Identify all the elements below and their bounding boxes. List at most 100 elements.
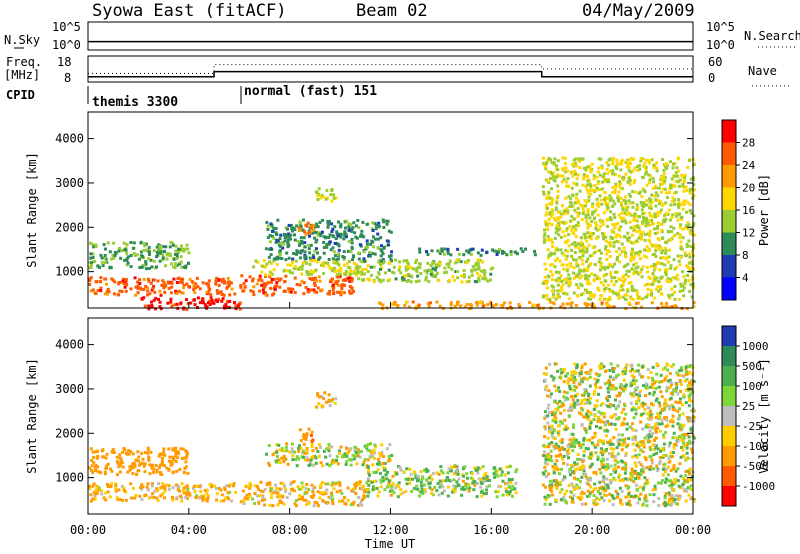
range-cell bbox=[654, 428, 658, 432]
range-cell bbox=[176, 450, 180, 454]
range-cell bbox=[182, 471, 186, 475]
range-cell bbox=[122, 489, 126, 493]
range-cell bbox=[452, 472, 456, 476]
range-cell bbox=[588, 182, 592, 186]
range-cell bbox=[583, 302, 587, 306]
range-cell bbox=[638, 389, 642, 393]
range-cell bbox=[114, 482, 118, 486]
range-cell bbox=[544, 267, 548, 271]
range-cell bbox=[140, 498, 144, 502]
range-cell bbox=[172, 277, 176, 281]
range-cell bbox=[533, 249, 537, 253]
range-cell bbox=[657, 385, 661, 389]
range-cell bbox=[176, 250, 180, 254]
range-cell bbox=[557, 405, 561, 409]
range-cell bbox=[544, 220, 548, 224]
range-cell bbox=[307, 234, 311, 238]
range-cell bbox=[431, 261, 435, 265]
range-cell bbox=[136, 280, 140, 284]
range-cell bbox=[643, 407, 647, 411]
range-cell bbox=[147, 458, 151, 462]
range-cell bbox=[680, 217, 684, 221]
range-cell bbox=[108, 265, 112, 269]
range-cell bbox=[683, 489, 687, 493]
range-cell bbox=[682, 453, 686, 457]
range-cell bbox=[606, 462, 610, 466]
range-cell bbox=[679, 389, 683, 393]
range-cell bbox=[556, 445, 560, 449]
range-cell bbox=[348, 227, 352, 231]
range-cell bbox=[339, 235, 343, 239]
range-cell bbox=[371, 235, 375, 239]
range-cell bbox=[598, 188, 602, 192]
range-cell bbox=[270, 229, 274, 233]
range-cell bbox=[316, 504, 320, 508]
range-cell bbox=[656, 210, 660, 214]
range-cell bbox=[479, 301, 483, 305]
range-cell bbox=[639, 420, 643, 424]
range-cell bbox=[667, 460, 671, 464]
range-cell bbox=[389, 254, 393, 258]
range-cell bbox=[688, 439, 692, 443]
range-cell bbox=[548, 253, 552, 257]
range-cell bbox=[673, 477, 677, 481]
range-cell bbox=[658, 261, 662, 265]
range-cell bbox=[578, 374, 582, 378]
range-cell bbox=[644, 393, 648, 397]
range-cell bbox=[303, 241, 307, 245]
range-cell bbox=[565, 227, 569, 231]
range-cell bbox=[556, 424, 560, 428]
range-cell bbox=[658, 268, 662, 272]
range-cell bbox=[125, 278, 129, 282]
range-cell bbox=[424, 278, 428, 282]
range-cell bbox=[551, 493, 555, 497]
range-cell bbox=[479, 485, 483, 489]
range-cell bbox=[587, 297, 591, 301]
range-cell bbox=[485, 250, 489, 254]
range-cell bbox=[550, 424, 554, 428]
range-cell bbox=[515, 252, 519, 256]
range-cell bbox=[268, 463, 272, 467]
range-cell bbox=[622, 178, 626, 182]
range-cell bbox=[321, 404, 325, 408]
range-cell bbox=[447, 265, 451, 269]
range-cell bbox=[476, 262, 480, 266]
range-cell bbox=[656, 414, 660, 418]
range-cell bbox=[504, 482, 508, 486]
range-cell bbox=[638, 234, 642, 238]
range-cell bbox=[370, 239, 374, 243]
range-cell bbox=[329, 496, 333, 500]
range-cell bbox=[94, 468, 98, 472]
range-cell bbox=[416, 475, 420, 479]
range-cell bbox=[668, 441, 672, 445]
range-cell bbox=[374, 223, 378, 227]
range-cell bbox=[606, 303, 610, 307]
range-cell bbox=[641, 488, 645, 492]
range-cell bbox=[269, 271, 273, 275]
range-cell bbox=[376, 462, 380, 466]
range-cell bbox=[317, 402, 321, 406]
range-cell bbox=[672, 451, 676, 455]
range-cell bbox=[175, 280, 179, 284]
range-cell bbox=[572, 232, 576, 236]
range-cell bbox=[621, 443, 625, 447]
range-cell bbox=[279, 481, 283, 485]
range-cell bbox=[573, 250, 577, 254]
range-cell bbox=[162, 281, 166, 285]
range-cell bbox=[582, 472, 586, 476]
range-cell bbox=[499, 473, 503, 477]
range-cell bbox=[575, 363, 579, 367]
range-cell bbox=[156, 499, 160, 503]
range-cell bbox=[352, 261, 356, 265]
range-cell bbox=[435, 264, 439, 268]
range-cell bbox=[600, 462, 604, 466]
range-cell bbox=[137, 257, 141, 261]
range-cell bbox=[242, 502, 246, 506]
range-cell bbox=[152, 249, 156, 253]
range-cell bbox=[268, 503, 272, 507]
range-cell bbox=[347, 222, 351, 226]
range-cell bbox=[184, 264, 188, 268]
range-cell bbox=[567, 414, 571, 418]
range-cell bbox=[457, 477, 461, 481]
range-cell bbox=[587, 264, 591, 268]
